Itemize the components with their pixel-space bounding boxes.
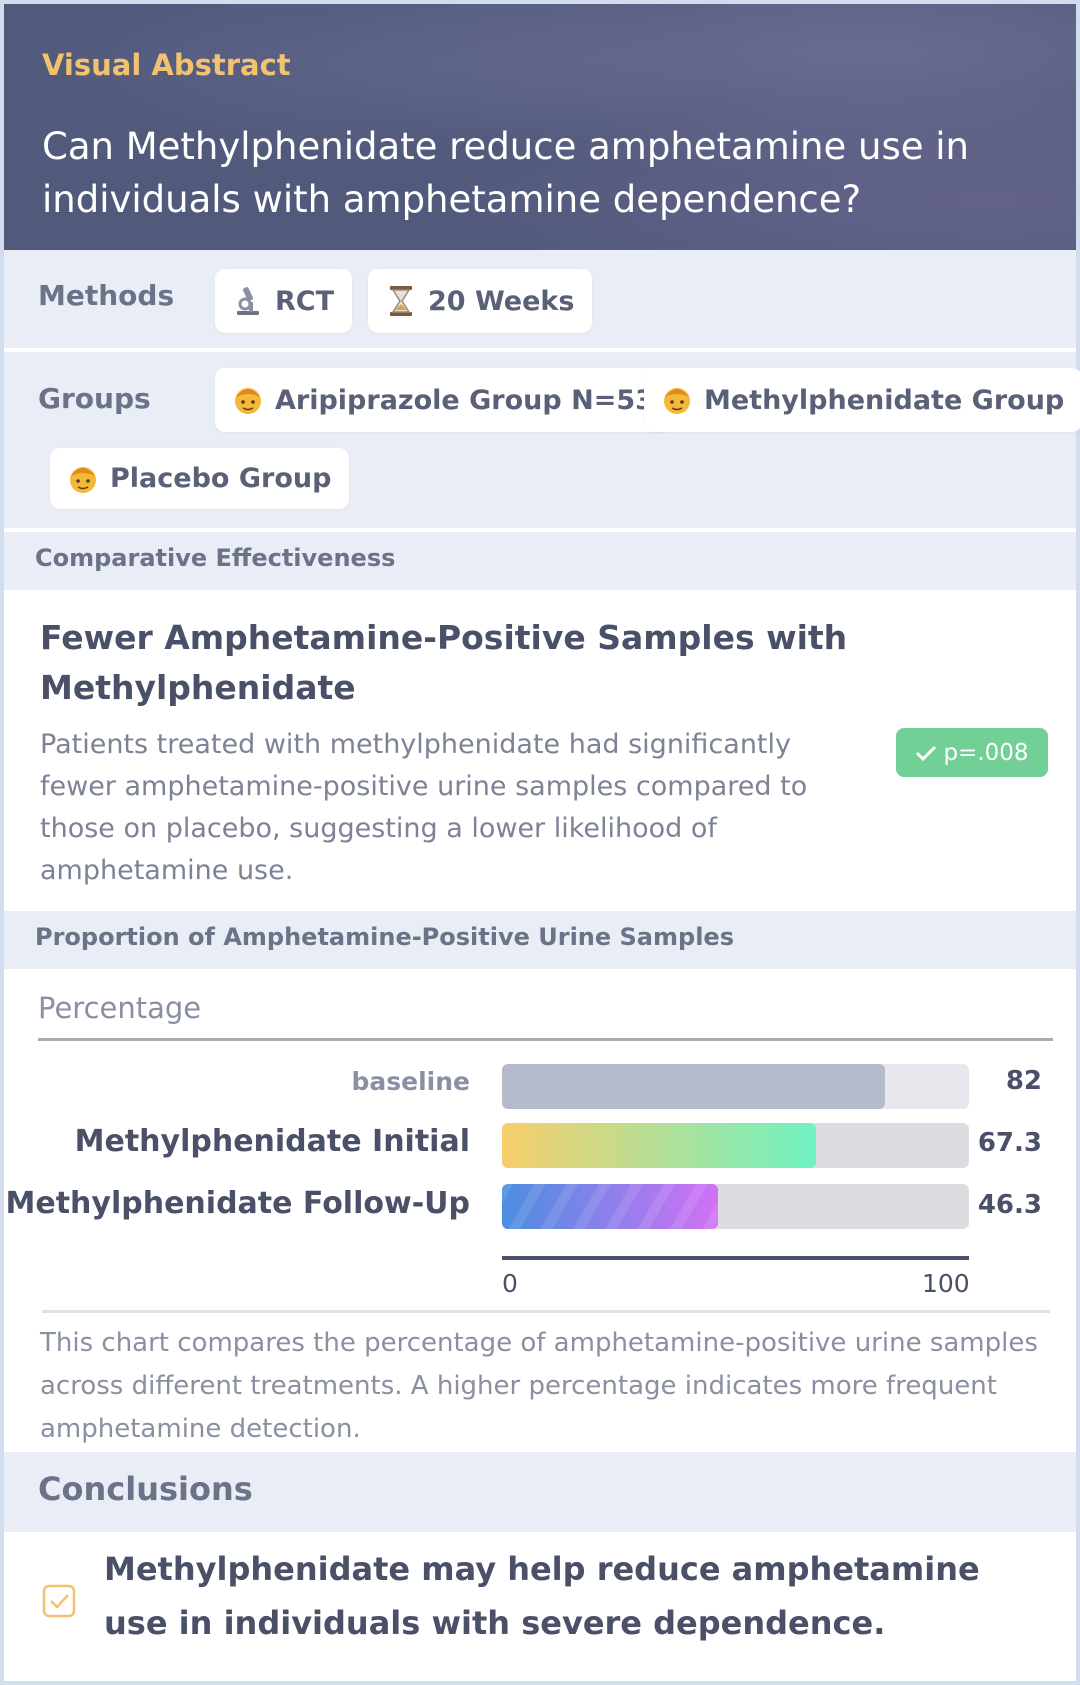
person-icon	[660, 383, 694, 417]
bar-track-followup	[502, 1184, 969, 1229]
hourglass-icon	[384, 284, 418, 318]
x-axis-line	[502, 1256, 969, 1260]
bar-track-initial	[502, 1123, 969, 1168]
group-chip-label: Placebo Group	[110, 463, 332, 494]
comparative-section-label: Comparative Effectiveness	[4, 532, 1076, 590]
method-chip-rct: RCT	[215, 269, 353, 333]
chart-section-label: Proportion of Amphetamine-Positive Urine…	[4, 911, 1076, 969]
bar-baseline	[502, 1064, 885, 1109]
method-chip-label: 20 Weeks	[428, 285, 575, 317]
chart-title: Percentage	[38, 991, 202, 1025]
microscope-icon	[231, 284, 265, 318]
abstract-tag: Visual Abstract	[42, 48, 291, 82]
finding-title: Fewer Amphetamine-Positive Samples with …	[40, 618, 848, 707]
method-chip-label: RCT	[275, 285, 335, 317]
chart-header-rule	[38, 1038, 1053, 1041]
groups-label: Groups	[38, 382, 151, 415]
finding-text: Patients treated with methylphenidate ha…	[40, 729, 808, 886]
bar-value-followup: 46.3	[977, 1190, 1042, 1220]
x-tick-min: 0	[502, 1269, 518, 1298]
row-divider	[4, 348, 1076, 352]
methods-label: Methods	[38, 279, 175, 312]
bar-label-initial: Methylphenidate Initial	[74, 1124, 470, 1159]
chart-note: This chart compares the percentage of am…	[40, 1328, 1038, 1444]
page-title: Can Methylphenidate reduce amphetamine u…	[42, 125, 970, 221]
person-icon	[66, 462, 100, 496]
bar-track-baseline	[502, 1064, 969, 1109]
person-icon	[231, 383, 265, 417]
p-value-text: p=.008	[943, 739, 1029, 766]
conclusions-label: Conclusions	[4, 1452, 1076, 1532]
bar-methylphenidate-followup	[502, 1184, 718, 1229]
chart-footer-rule	[42, 1310, 1050, 1313]
bar-methylphenidate-initial	[502, 1123, 816, 1168]
header-banner: Visual Abstract Can Methylphenidate redu…	[4, 4, 1076, 250]
method-chip-duration: 20 Weeks	[368, 269, 593, 333]
group-chip-aripiprazole: Aripiprazole Group N=53	[215, 368, 672, 432]
p-value-badge: p=.008	[896, 728, 1048, 777]
conclusion-text: Methylphenidate may help reduce amphetam…	[104, 1550, 980, 1642]
bar-label-followup: Methylphenidate Follow-Up	[5, 1186, 470, 1221]
bar-value-baseline: 82	[1005, 1066, 1042, 1096]
checkbox-icon	[42, 1584, 76, 1618]
check-icon	[915, 744, 937, 762]
bar-label-baseline: baseline	[351, 1067, 471, 1096]
group-chip-placebo: Placebo Group	[50, 448, 350, 509]
row-divider	[4, 528, 1076, 532]
x-tick-max: 100	[922, 1269, 970, 1298]
group-chip-methylphenidate: Methylphenidate Group	[644, 368, 1080, 432]
group-chip-label: Methylphenidate Group	[704, 384, 1065, 416]
group-chip-label: Aripiprazole Group N=53	[275, 384, 654, 416]
bar-value-initial: 67.3	[977, 1128, 1042, 1158]
